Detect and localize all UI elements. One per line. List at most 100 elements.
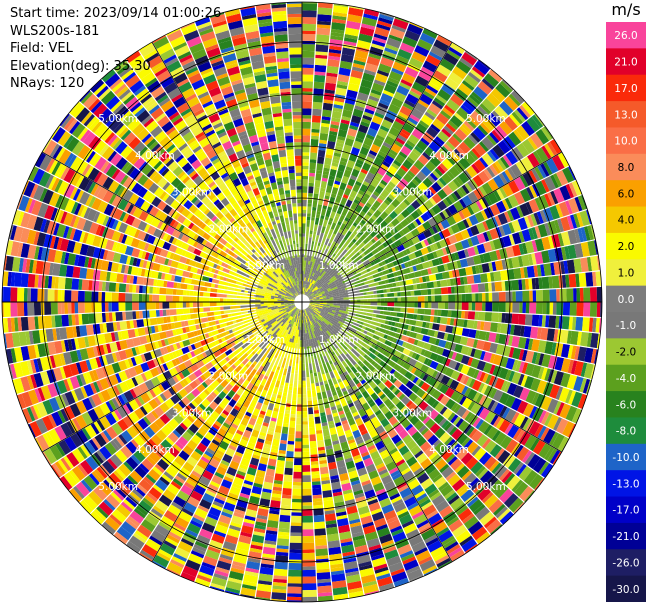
velocity-cell xyxy=(323,380,329,385)
velocity-cell xyxy=(498,100,514,116)
velocity-cell xyxy=(510,89,525,105)
velocity-cell xyxy=(355,330,367,338)
velocity-cell xyxy=(458,395,467,406)
velocity-cell xyxy=(315,287,319,291)
velocity-cell xyxy=(441,157,454,171)
velocity-cell xyxy=(326,206,333,211)
velocity-cell xyxy=(438,383,450,395)
velocity-cell xyxy=(583,225,591,242)
velocity-cell xyxy=(419,371,426,380)
velocity-cell xyxy=(463,169,473,181)
velocity-cell xyxy=(319,304,324,307)
velocity-cell xyxy=(307,186,315,194)
velocity-cell xyxy=(302,549,316,554)
velocity-cell xyxy=(449,549,466,562)
velocity-cell xyxy=(368,243,377,252)
velocity-cell xyxy=(363,8,380,17)
velocity-cell xyxy=(417,495,430,505)
velocity-cell xyxy=(398,415,407,424)
velocity-cell xyxy=(306,274,310,282)
velocity-cell xyxy=(435,499,450,513)
velocity-cell xyxy=(335,311,346,316)
velocity-cell xyxy=(472,416,482,428)
velocity-cell xyxy=(481,396,493,409)
velocity-cell xyxy=(421,151,432,161)
velocity-cell xyxy=(423,445,437,458)
velocity-cell xyxy=(350,479,361,486)
velocity-cell xyxy=(466,246,476,258)
velocity-cell xyxy=(321,116,332,121)
velocity-cell xyxy=(389,469,401,478)
velocity-cell xyxy=(322,428,331,437)
velocity-cell xyxy=(477,170,490,184)
velocity-cell xyxy=(429,235,436,244)
velocity-cell xyxy=(336,251,341,257)
velocity-cell xyxy=(424,111,436,121)
velocity-cell xyxy=(494,160,505,173)
velocity-cell xyxy=(319,331,323,336)
velocity-cell xyxy=(328,423,336,429)
velocity-cell xyxy=(304,257,307,261)
velocity-cell xyxy=(308,292,318,299)
velocity-cell xyxy=(388,466,399,475)
velocity-cell xyxy=(319,306,323,309)
velocity-cell xyxy=(327,203,334,208)
velocity-cell xyxy=(540,263,546,277)
velocity-cell xyxy=(513,324,522,337)
velocity-cell xyxy=(280,498,292,506)
velocity-cell xyxy=(351,315,359,321)
velocity-cell xyxy=(498,367,509,380)
velocity-cell xyxy=(456,188,465,199)
velocity-cell xyxy=(353,489,364,496)
velocity-cell xyxy=(352,429,362,439)
velocity-cell xyxy=(309,286,312,290)
velocity-cell xyxy=(346,309,357,314)
velocity-cell xyxy=(545,314,550,328)
velocity-cell xyxy=(319,247,326,258)
velocity-cell xyxy=(476,359,487,372)
velocity-cell xyxy=(474,311,479,321)
velocity-cell xyxy=(338,277,346,284)
velocity-cell xyxy=(534,251,544,265)
velocity-cell xyxy=(477,59,491,70)
velocity-cell xyxy=(549,449,561,465)
velocity-cell xyxy=(420,114,434,127)
velocity-cell xyxy=(352,227,361,236)
velocity-cell xyxy=(322,167,331,172)
velocity-cell xyxy=(363,108,375,115)
velocity-cell xyxy=(302,535,315,543)
velocity-cell xyxy=(376,20,393,28)
velocity-cell xyxy=(458,198,467,209)
velocity-cell xyxy=(352,534,366,542)
velocity-cell xyxy=(542,161,553,176)
velocity-cell xyxy=(356,39,372,50)
velocity-cell xyxy=(445,98,461,113)
velocity-cell xyxy=(302,165,310,170)
velocity-cell xyxy=(335,456,345,462)
velocity-cell xyxy=(392,421,401,429)
velocity-cell xyxy=(529,302,537,315)
velocity-cell xyxy=(390,162,400,170)
velocity-cell xyxy=(529,289,533,302)
velocity-cell xyxy=(290,522,302,527)
velocity-cell xyxy=(504,312,513,324)
velocity-cell xyxy=(481,136,495,151)
velocity-cell xyxy=(459,373,467,384)
velocity-cell xyxy=(426,245,433,254)
velocity-cell xyxy=(331,158,340,164)
velocity-cell xyxy=(315,307,319,311)
velocity-cell xyxy=(401,159,414,170)
velocity-cell xyxy=(331,377,339,385)
velocity-cell xyxy=(363,489,377,500)
velocity-cell xyxy=(408,534,424,547)
velocity-cell xyxy=(316,287,323,293)
velocity-cell xyxy=(556,288,560,302)
velocity-cell xyxy=(334,364,342,373)
velocity-cell xyxy=(302,189,308,193)
velocity-cell xyxy=(315,163,324,171)
velocity-cell xyxy=(391,571,408,583)
velocity-cell xyxy=(349,121,360,128)
velocity-cell xyxy=(433,413,445,425)
velocity-cell xyxy=(61,289,65,302)
velocity-cell xyxy=(372,313,377,318)
